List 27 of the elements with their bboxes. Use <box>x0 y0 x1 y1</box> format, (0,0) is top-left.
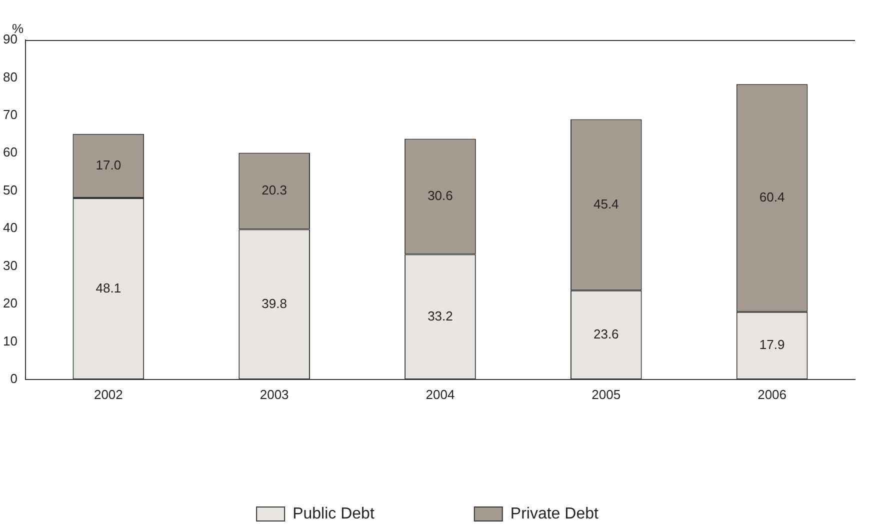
y-tick-label: 60 <box>2 144 18 160</box>
y-tick-label: 10 <box>2 333 18 348</box>
x-tick-label: 2005 <box>592 386 621 402</box>
y-tick-label: 20 <box>2 296 18 311</box>
x-tick-label: 2002 <box>94 386 123 402</box>
x-tick-label: 2003 <box>260 386 289 402</box>
y-tick-label: 80 <box>2 69 18 84</box>
y-tick-label: 40 <box>2 220 18 236</box>
y-tick-label: 50 <box>2 182 18 198</box>
x-tick-label: 2006 <box>758 386 787 402</box>
data-label: 45.4 <box>593 196 619 212</box>
legend-label: Private Debt <box>510 505 599 522</box>
data-label: 39.8 <box>262 296 287 311</box>
y-tick-label: 90 <box>2 32 18 47</box>
y-tick-label: 70 <box>2 107 18 122</box>
data-label: 17.0 <box>96 158 122 173</box>
data-label: 20.3 <box>262 182 287 198</box>
data-label: 48.1 <box>96 280 122 296</box>
y-tick-label: 30 <box>2 258 18 273</box>
data-label: 17.9 <box>759 337 785 352</box>
data-label: 30.6 <box>428 188 453 204</box>
data-label: 33.2 <box>428 308 453 324</box>
legend-label: Public Debt <box>292 505 375 522</box>
y-tick-label: 0 <box>10 370 18 386</box>
data-label: 23.6 <box>593 326 619 342</box>
data-label: 60.4 <box>759 190 785 205</box>
x-tick-label: 2004 <box>426 386 455 402</box>
